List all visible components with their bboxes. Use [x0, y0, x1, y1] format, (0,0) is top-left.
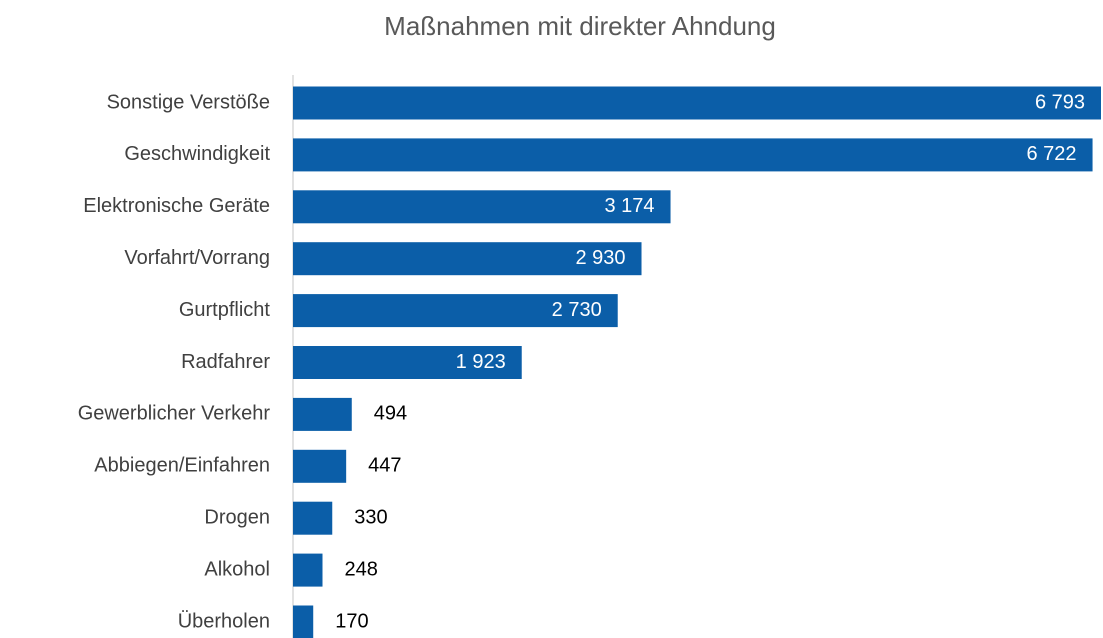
- data-label: 2 930: [575, 247, 625, 269]
- y-tick-label: Sonstige Verstöße: [107, 91, 270, 113]
- bar: [293, 346, 522, 379]
- data-label: 2 730: [552, 299, 602, 321]
- y-tick-label: Alkohol: [204, 558, 270, 580]
- data-label: 3 174: [604, 195, 654, 217]
- data-label: 1 923: [456, 351, 506, 373]
- data-label: 494: [374, 403, 407, 425]
- y-tick-label: Geschwindigkeit: [124, 143, 270, 165]
- data-label: 447: [368, 455, 401, 477]
- y-tick-label: Überholen: [178, 610, 270, 632]
- y-tick-label: Gurtpflicht: [179, 299, 271, 321]
- data-label: 248: [344, 558, 377, 580]
- bar: [293, 138, 1093, 172]
- data-label: 6 793: [1035, 91, 1085, 113]
- bar: [293, 605, 314, 638]
- bar: [293, 242, 642, 276]
- bar: [293, 190, 671, 224]
- bar: [293, 449, 347, 483]
- y-tick-label: Vorfahrt/Vorrang: [124, 247, 270, 269]
- bar: [293, 294, 618, 328]
- y-tick-label: Elektronische Geräte: [83, 195, 270, 217]
- bar: [293, 86, 1101, 120]
- y-tick-label: Abbiegen/Einfahren: [94, 455, 270, 477]
- y-tick-label: Drogen: [204, 506, 270, 528]
- data-label: 6 722: [1026, 143, 1076, 165]
- y-tick-label: Radfahrer: [181, 351, 270, 373]
- data-label: 170: [335, 610, 368, 632]
- data-label: 330: [354, 506, 387, 528]
- bar: [293, 397, 352, 431]
- y-tick-label: Gewerblicher Verkehr: [78, 403, 271, 425]
- bar: [293, 553, 323, 587]
- chart-title: Maßnahmen mit direkter Ahndung: [384, 11, 776, 41]
- bar: [293, 501, 333, 535]
